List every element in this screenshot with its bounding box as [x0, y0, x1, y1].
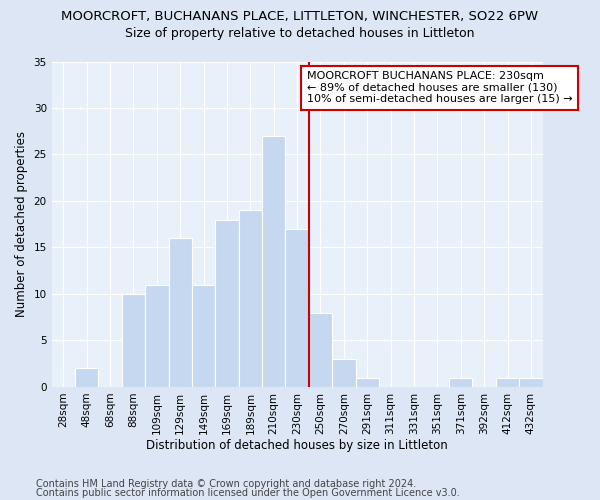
Bar [309, 312, 332, 387]
Bar [496, 378, 519, 387]
Text: Size of property relative to detached houses in Littleton: Size of property relative to detached ho… [125, 28, 475, 40]
Text: MOORCROFT, BUCHANANS PLACE, LITTLETON, WINCHESTER, SO22 6PW: MOORCROFT, BUCHANANS PLACE, LITTLETON, W… [61, 10, 539, 23]
Bar [262, 136, 286, 387]
Bar [239, 210, 262, 387]
Bar [169, 238, 192, 387]
Bar [332, 359, 356, 387]
Bar [122, 294, 145, 387]
Y-axis label: Number of detached properties: Number of detached properties [15, 131, 28, 317]
Bar [192, 284, 215, 387]
X-axis label: Distribution of detached houses by size in Littleton: Distribution of detached houses by size … [146, 440, 448, 452]
Bar [449, 378, 472, 387]
Text: Contains public sector information licensed under the Open Government Licence v3: Contains public sector information licen… [36, 488, 460, 498]
Text: MOORCROFT BUCHANANS PLACE: 230sqm
← 89% of detached houses are smaller (130)
10%: MOORCROFT BUCHANANS PLACE: 230sqm ← 89% … [307, 72, 572, 104]
Bar [519, 378, 542, 387]
Bar [356, 378, 379, 387]
Bar [75, 368, 98, 387]
Bar [286, 229, 309, 387]
Bar [215, 220, 239, 387]
Text: Contains HM Land Registry data © Crown copyright and database right 2024.: Contains HM Land Registry data © Crown c… [36, 479, 416, 489]
Bar [145, 284, 169, 387]
